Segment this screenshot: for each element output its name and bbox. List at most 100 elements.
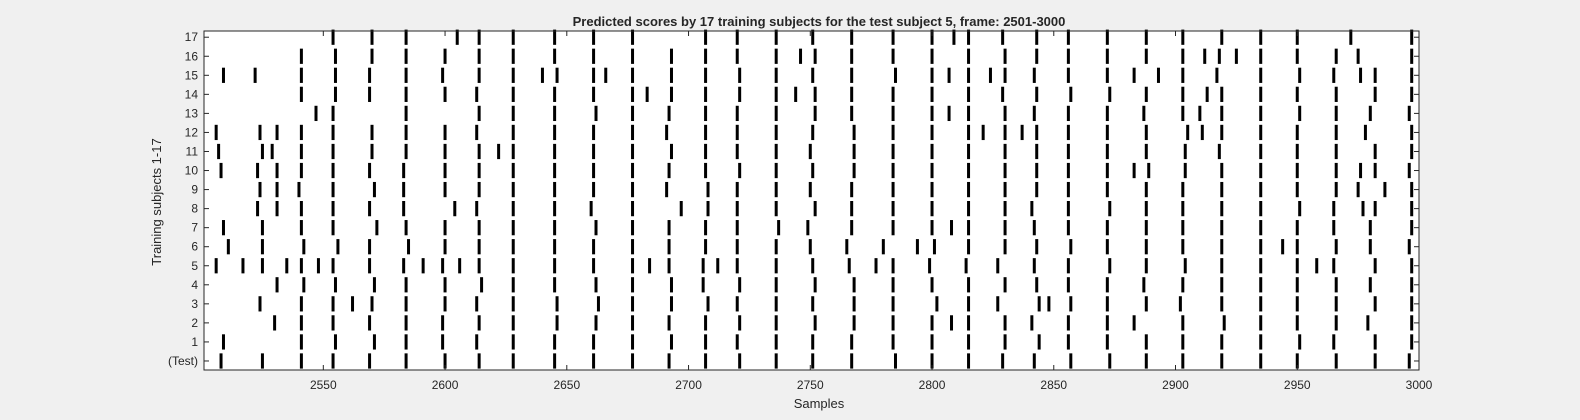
event-mark bbox=[1183, 162, 1187, 179]
event-mark bbox=[258, 124, 262, 141]
event-mark bbox=[404, 277, 408, 293]
event-mark bbox=[1222, 315, 1226, 331]
event-mark bbox=[1295, 296, 1299, 312]
event-mark bbox=[1066, 48, 1070, 64]
event-mark bbox=[774, 353, 778, 369]
event-mark bbox=[1144, 29, 1148, 45]
event-mark bbox=[735, 201, 739, 217]
event-mark bbox=[704, 220, 708, 236]
event-mark bbox=[950, 315, 954, 331]
event-mark bbox=[891, 201, 895, 217]
event-mark bbox=[1332, 220, 1336, 236]
event-mark bbox=[421, 258, 425, 274]
event-mark bbox=[592, 86, 596, 102]
event-mark bbox=[592, 48, 596, 64]
y-tick-label: 4 bbox=[191, 278, 198, 292]
event-mark bbox=[806, 220, 810, 236]
event-mark bbox=[402, 162, 406, 179]
event-mark bbox=[1259, 277, 1263, 293]
event-mark bbox=[1407, 162, 1411, 179]
event-mark bbox=[1259, 353, 1263, 369]
event-mark bbox=[1259, 315, 1263, 331]
event-mark bbox=[402, 258, 406, 274]
event-mark bbox=[774, 143, 778, 160]
event-mark bbox=[1144, 220, 1148, 236]
event-mark bbox=[1259, 29, 1263, 45]
event-mark bbox=[443, 162, 447, 179]
event-mark bbox=[1220, 86, 1224, 102]
event-mark bbox=[1359, 67, 1363, 83]
event-mark bbox=[475, 124, 479, 141]
event-mark bbox=[1356, 48, 1360, 64]
event-mark bbox=[631, 86, 635, 102]
event-mark bbox=[894, 67, 897, 83]
event-mark bbox=[477, 353, 481, 369]
event-mark bbox=[1066, 162, 1070, 179]
event-mark bbox=[368, 315, 372, 331]
event-mark bbox=[443, 86, 447, 102]
event-mark bbox=[930, 124, 934, 141]
event-mark bbox=[891, 162, 895, 179]
event-mark bbox=[988, 67, 992, 83]
event-mark bbox=[275, 181, 279, 198]
event-mark bbox=[1105, 105, 1109, 122]
event-mark bbox=[1181, 86, 1185, 102]
event-mark bbox=[221, 334, 225, 350]
event-mark bbox=[1298, 105, 1302, 122]
event-mark bbox=[553, 124, 557, 141]
event-mark bbox=[258, 181, 262, 198]
event-mark bbox=[256, 162, 260, 179]
event-mark bbox=[1003, 201, 1007, 217]
event-mark bbox=[716, 258, 720, 274]
event-mark bbox=[1407, 353, 1411, 369]
event-mark bbox=[253, 67, 257, 83]
event-mark bbox=[1066, 181, 1070, 198]
event-mark bbox=[1105, 315, 1109, 331]
axes-frame bbox=[203, 30, 1420, 371]
event-mark bbox=[1108, 86, 1112, 102]
event-mark bbox=[480, 277, 484, 293]
event-mark bbox=[1181, 334, 1185, 350]
event-mark bbox=[511, 143, 515, 160]
event-mark bbox=[221, 220, 225, 236]
event-mark bbox=[631, 353, 635, 369]
event-mark bbox=[331, 105, 335, 122]
event-mark bbox=[302, 239, 306, 255]
event-mark bbox=[704, 67, 708, 83]
event-mark bbox=[217, 143, 221, 160]
event-mark bbox=[774, 315, 778, 331]
event-mark bbox=[1200, 124, 1204, 141]
event-mark bbox=[477, 48, 481, 64]
event-mark bbox=[891, 105, 895, 122]
event-mark bbox=[497, 143, 501, 160]
event-mark bbox=[1069, 239, 1073, 255]
event-mark bbox=[219, 353, 223, 369]
event-mark bbox=[455, 29, 459, 45]
event-mark bbox=[811, 29, 815, 45]
event-mark bbox=[1281, 239, 1285, 255]
event-mark bbox=[735, 296, 739, 312]
event-mark bbox=[1105, 162, 1109, 179]
event-mark bbox=[950, 220, 954, 236]
event-mark bbox=[1144, 124, 1148, 141]
event-mark bbox=[774, 181, 778, 198]
event-mark bbox=[1066, 143, 1070, 160]
event-mark bbox=[1410, 334, 1414, 350]
x-tick-label: 2850 bbox=[1040, 378, 1067, 392]
event-mark bbox=[1407, 239, 1411, 255]
event-mark bbox=[594, 315, 598, 331]
event-mark bbox=[1349, 29, 1353, 45]
event-mark bbox=[275, 162, 279, 179]
event-mark bbox=[704, 29, 708, 45]
event-mark bbox=[881, 239, 885, 255]
event-mark bbox=[774, 334, 778, 350]
event-mark bbox=[1334, 105, 1338, 122]
event-mark bbox=[669, 334, 673, 350]
event-mark bbox=[964, 258, 968, 274]
event-mark bbox=[441, 258, 445, 274]
event-mark bbox=[511, 29, 515, 45]
event-mark bbox=[1234, 48, 1238, 64]
event-mark bbox=[441, 67, 445, 83]
event-mark bbox=[553, 162, 557, 179]
event-mark bbox=[592, 334, 596, 350]
